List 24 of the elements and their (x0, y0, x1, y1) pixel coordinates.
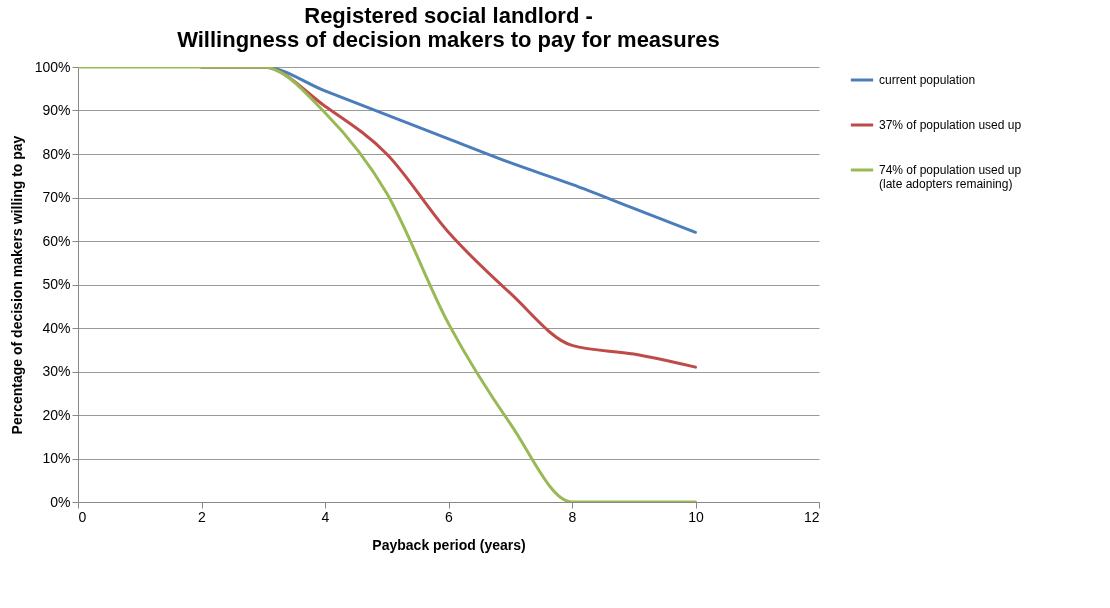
x-tick-label: 12 (803, 508, 820, 525)
y-tick-label: 100% (34, 58, 71, 75)
y-tick-label: 80% (42, 145, 71, 162)
y-axis-title: Percentage of decision makers willing to pay (8, 135, 25, 435)
y-tick-label: 40% (42, 319, 71, 336)
x-tick-label: 6 (445, 508, 454, 525)
y-tick-label: 30% (42, 363, 71, 379)
y-tick-label: 90% (42, 102, 71, 118)
legend-label: 37% of population used up (879, 118, 1022, 132)
y-tick-label: 0% (50, 493, 71, 510)
y-tick-label: 60% (42, 232, 71, 249)
chart-title: Registered social landlord - Willingness of decision makers to pay for measures (177, 3, 720, 52)
legend-label: 74% of population used up (late adopters remaining) (879, 163, 1022, 191)
y-tick-label: 50% (42, 276, 71, 292)
x-tick-label: 4 (321, 508, 330, 525)
y-tick-label: 10% (42, 450, 71, 466)
legend-label: current population (879, 73, 976, 87)
y-tick-label: 20% (42, 406, 71, 423)
x-tick-label: 8 (568, 508, 577, 525)
x-axis-title: Payback period (years) (372, 536, 526, 553)
x-tick-label: 0 (78, 508, 87, 525)
x-tick-label: 10 (688, 508, 704, 525)
x-tick-label: 2 (198, 508, 207, 525)
y-tick-label: 70% (42, 189, 71, 205)
